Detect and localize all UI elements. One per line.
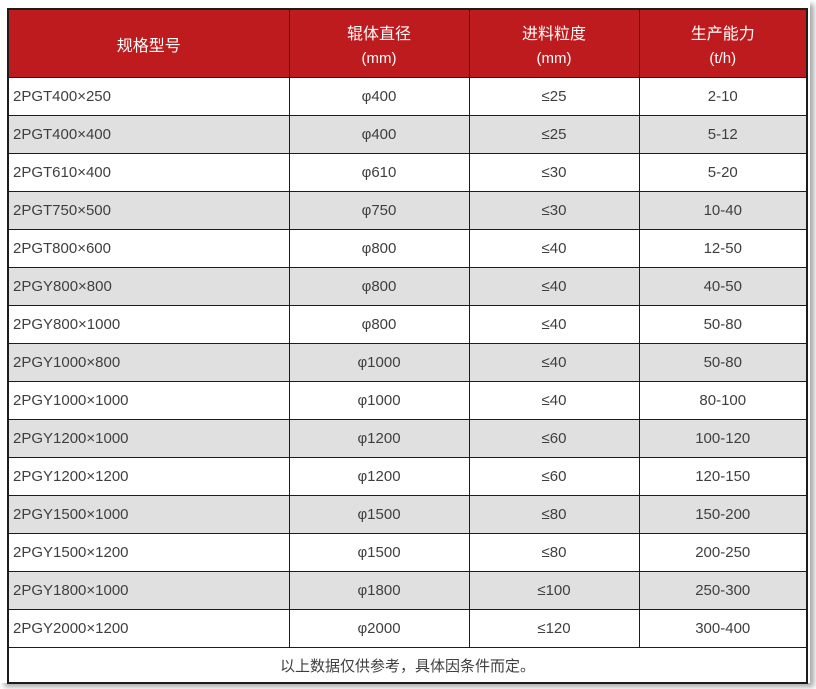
cell-feed-size: ≤25 bbox=[468, 77, 640, 116]
header-feed-size-unit: (mm) bbox=[536, 50, 572, 67]
cell-model: 2PGT750×500 bbox=[7, 191, 290, 230]
cell-feed-size: ≤40 bbox=[468, 229, 640, 268]
cell-roller-diameter: φ800 bbox=[288, 229, 470, 268]
cell-feed-size: ≤60 bbox=[468, 419, 640, 458]
table-row: 2PGY800×800 φ800 ≤40 40-50 bbox=[7, 267, 808, 306]
header-roller-diameter-label: 辊体直径 bbox=[346, 26, 411, 43]
cell-capacity: 80-100 bbox=[638, 381, 808, 420]
cell-capacity: 200-250 bbox=[638, 533, 808, 572]
cell-capacity: 10-40 bbox=[638, 191, 808, 230]
header-model-label: 规格型号 bbox=[116, 37, 181, 55]
cell-feed-size: ≤80 bbox=[468, 533, 640, 572]
cell-model: 2PGY800×1000 bbox=[7, 305, 290, 344]
cell-model: 2PGY1000×800 bbox=[7, 343, 290, 382]
cell-capacity: 100-120 bbox=[638, 419, 808, 458]
cell-model: 2PGT610×400 bbox=[7, 153, 290, 192]
cell-roller-diameter: φ1000 bbox=[288, 343, 470, 382]
cell-model: 2PGY800×800 bbox=[7, 267, 290, 306]
table-row: 2PGY1800×1000 φ1800 ≤100 250-300 bbox=[7, 571, 808, 610]
cell-model: 2PGY1800×1000 bbox=[7, 571, 290, 610]
cell-model: 2PGY1000×1000 bbox=[7, 381, 290, 420]
table-row: 2PGT750×500 φ750 ≤30 10-40 bbox=[7, 191, 808, 230]
cell-feed-size: ≤40 bbox=[468, 343, 640, 382]
cell-roller-diameter: φ2000 bbox=[288, 609, 470, 648]
cell-capacity: 12-50 bbox=[638, 229, 808, 268]
cell-model: 2PGY1500×1000 bbox=[7, 495, 290, 534]
table-row: 2PGY1500×1200 φ1500 ≤80 200-250 bbox=[7, 533, 808, 572]
cell-feed-size: ≤100 bbox=[468, 571, 640, 610]
cell-capacity: 50-80 bbox=[638, 305, 808, 344]
cell-capacity: 150-200 bbox=[638, 495, 808, 534]
cell-roller-diameter: φ1200 bbox=[288, 457, 470, 496]
cell-roller-diameter: φ1500 bbox=[288, 533, 470, 572]
table-row: 2PGY1200×1000 φ1200 ≤60 100-120 bbox=[7, 419, 808, 458]
table-row: 2PGT800×600 φ800 ≤40 12-50 bbox=[7, 229, 808, 268]
cell-feed-size: ≤60 bbox=[468, 457, 640, 496]
cell-model: 2PGY1500×1200 bbox=[7, 533, 290, 572]
table-row: 2PGY800×1000 φ800 ≤40 50-80 bbox=[7, 305, 808, 344]
table-row: 2PGY1500×1000 φ1500 ≤80 150-200 bbox=[7, 495, 808, 534]
table-row: 2PGY2000×1200 φ2000 ≤120 300-400 bbox=[7, 609, 808, 648]
header-row: 规格型号 辊体直径 (mm) 进料粒度 (mm) 生产能力 (t/h) bbox=[7, 8, 808, 78]
cell-roller-diameter: φ400 bbox=[288, 115, 470, 154]
cell-roller-diameter: φ1000 bbox=[288, 381, 470, 420]
cell-roller-diameter: φ750 bbox=[288, 191, 470, 230]
cell-feed-size: ≤40 bbox=[468, 381, 640, 420]
cell-model: 2PGT800×600 bbox=[7, 229, 290, 268]
cell-roller-diameter: φ400 bbox=[288, 77, 470, 116]
cell-model: 2PGT400×400 bbox=[7, 115, 290, 154]
cell-model: 2PGT400×250 bbox=[7, 77, 290, 116]
cell-capacity: 250-300 bbox=[638, 571, 808, 610]
cell-roller-diameter: φ1800 bbox=[288, 571, 470, 610]
table-row: 2PGY1000×800 φ1000 ≤40 50-80 bbox=[7, 343, 808, 382]
cell-model: 2PGY2000×1200 bbox=[7, 609, 290, 648]
table-footer: 以上数据仅供参考，具体因条件而定。 bbox=[7, 647, 808, 684]
table-row: 2PGY1200×1200 φ1200 ≤60 120-150 bbox=[7, 457, 808, 496]
cell-feed-size: ≤80 bbox=[468, 495, 640, 534]
cell-capacity: 5-12 bbox=[638, 115, 808, 154]
cell-capacity: 120-150 bbox=[638, 457, 808, 496]
cell-roller-diameter: φ610 bbox=[288, 153, 470, 192]
cell-roller-diameter: φ1500 bbox=[288, 495, 470, 534]
cell-roller-diameter: φ1200 bbox=[288, 419, 470, 458]
cell-model: 2PGY1200×1000 bbox=[7, 419, 290, 458]
cell-feed-size: ≤40 bbox=[468, 267, 640, 306]
table-header: 规格型号 辊体直径 (mm) 进料粒度 (mm) 生产能力 (t/h) bbox=[7, 8, 808, 78]
cell-feed-size: ≤30 bbox=[468, 153, 640, 192]
table-row: 2PGT610×400 φ610 ≤30 5-20 bbox=[7, 153, 808, 192]
table-row: 2PGY1000×1000 φ1000 ≤40 80-100 bbox=[7, 381, 808, 420]
cell-model: 2PGY1200×1200 bbox=[7, 457, 290, 496]
footer-note: 以上数据仅供参考，具体因条件而定。 bbox=[7, 647, 808, 684]
cell-capacity: 2-10 bbox=[638, 77, 808, 116]
cell-roller-diameter: φ800 bbox=[288, 267, 470, 306]
table-body: 2PGT400×250 φ400 ≤25 2-10 2PGT400×400 φ400 ≤25… bbox=[7, 77, 808, 648]
cell-roller-diameter: φ800 bbox=[288, 305, 470, 344]
cell-feed-size: ≤120 bbox=[468, 609, 640, 648]
cell-capacity: 5-20 bbox=[638, 153, 808, 192]
cell-feed-size: ≤40 bbox=[468, 305, 640, 344]
header-roller-diameter-unit: (mm) bbox=[361, 50, 397, 67]
cell-capacity: 300-400 bbox=[638, 609, 808, 648]
header-capacity-label: 生产能力 bbox=[690, 26, 755, 43]
table-row: 2PGT400×400 φ400 ≤25 5-12 bbox=[7, 115, 808, 154]
header-model: 规格型号 bbox=[7, 8, 290, 78]
header-feed-size: 进料粒度 (mm) bbox=[468, 8, 640, 78]
header-capacity: 生产能力 (t/h) bbox=[638, 8, 808, 78]
cell-feed-size: ≤30 bbox=[468, 191, 640, 230]
header-feed-size-label: 进料粒度 bbox=[521, 26, 586, 43]
cell-feed-size: ≤25 bbox=[468, 115, 640, 154]
spec-table: 规格型号 辊体直径 (mm) 进料粒度 (mm) 生产能力 (t/h) bbox=[7, 8, 808, 684]
cell-capacity: 50-80 bbox=[638, 343, 808, 382]
footer-row: 以上数据仅供参考，具体因条件而定。 bbox=[7, 647, 808, 684]
header-capacity-unit: (t/h) bbox=[709, 50, 737, 67]
cell-capacity: 40-50 bbox=[638, 267, 808, 306]
header-roller-diameter: 辊体直径 (mm) bbox=[288, 8, 470, 78]
table-row: 2PGT400×250 φ400 ≤25 2-10 bbox=[7, 77, 808, 116]
